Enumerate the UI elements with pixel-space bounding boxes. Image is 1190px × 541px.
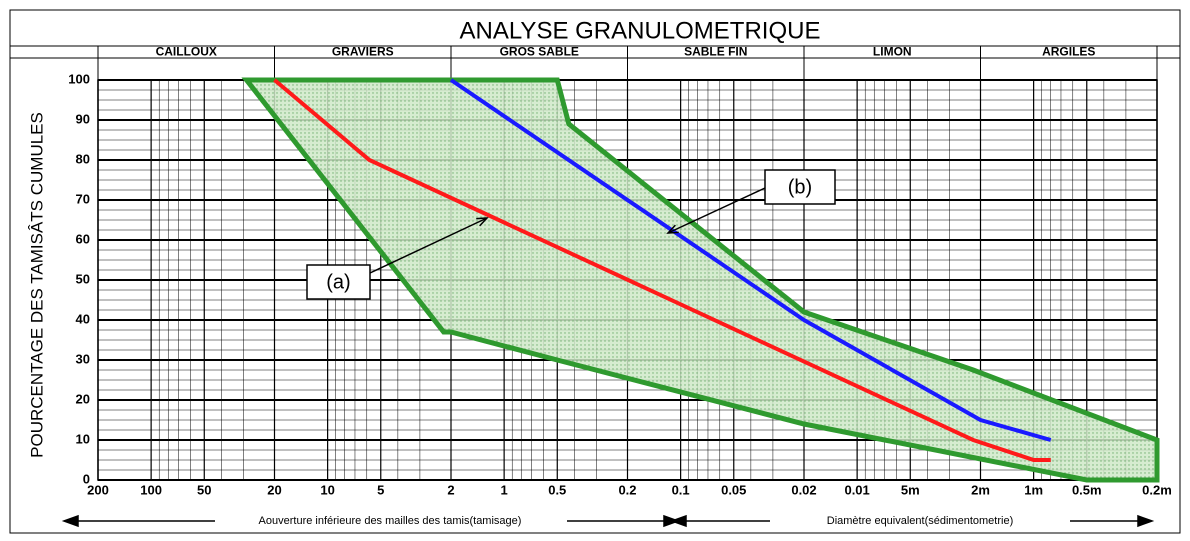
x-tick-label: 0.05 (721, 482, 746, 497)
zone-label: GROS SABLE (500, 45, 579, 59)
y-tick-label: 20 (76, 391, 90, 406)
x-tick-label: 0.01 (844, 482, 869, 497)
annotation-label: (a) (326, 271, 350, 293)
x-tick-label: 0.5 (548, 482, 566, 497)
annotation-arrow (667, 187, 766, 234)
x-tick-label: 5 (377, 482, 384, 497)
plot-frame (97, 79, 1158, 481)
y-tick-label: 40 (76, 311, 90, 326)
envelope-pattern (246, 80, 1158, 480)
x-tick-label: 5m (901, 482, 920, 497)
annotation-arrow (369, 217, 488, 274)
x-tick-label: 0.2 (618, 482, 636, 497)
y-tick-label: 10 (76, 431, 90, 446)
x-tick-label: 20 (267, 482, 281, 497)
x-tick-label: 0.02 (791, 482, 816, 497)
annotation-arrowhead (666, 224, 679, 234)
y-tick-label: 30 (76, 351, 90, 366)
y-tick-label: 90 (76, 111, 90, 126)
x-tick-label: 2m (971, 482, 990, 497)
y-tick-label: 50 (76, 271, 90, 286)
annotation-box (764, 169, 836, 205)
x-tick-label: 100 (140, 482, 162, 497)
annotation-label: (b) (788, 176, 812, 198)
x-tick-label: 2 (447, 482, 454, 497)
envelope-outline (241, 77, 1160, 483)
series-line (449, 78, 1052, 442)
chart-title: ANALYSE GRANULOMETRIQUE (460, 17, 821, 44)
y-tick-label: 70 (76, 191, 90, 206)
x-tick-label: 0.2m (1142, 482, 1172, 497)
x-axis-label: Aouverture inférieure des mailles des ta… (259, 515, 522, 527)
zone-label: GRAVIERS (332, 45, 394, 59)
series-line (273, 78, 1051, 462)
bottom-arrows (61, 514, 1155, 528)
annotation-box (306, 264, 371, 300)
zone-label: LIMON (873, 45, 912, 59)
y-tick-label: 80 (76, 151, 90, 166)
y-axis-label: POURCENTAGE DES TAMISÂTS CUMULES (27, 112, 46, 458)
x-tick-label: 10 (320, 482, 334, 497)
y-tick-label: 100 (68, 71, 90, 86)
x-tick-label: 50 (197, 482, 211, 497)
y-tick-label: 60 (76, 231, 90, 246)
x-tick-label: 1m (1024, 482, 1043, 497)
x-tick-label: 0.5m (1072, 482, 1102, 497)
x-tick-label: 200 (87, 482, 109, 497)
zone-label: SABLE FIN (684, 45, 747, 59)
zone-label: CAILLOUX (156, 45, 217, 59)
x-tick-label: 0.1 (672, 482, 690, 497)
x-tick-label: 1 (501, 482, 508, 497)
annotation-arrowhead (476, 217, 489, 227)
frame (9, 9, 1181, 534)
y-tick-label: 0 (83, 471, 90, 486)
zone-label: ARGILES (1042, 45, 1095, 59)
x-axis-label: Diamètre equivalent(sédimentometrie) (827, 515, 1013, 527)
